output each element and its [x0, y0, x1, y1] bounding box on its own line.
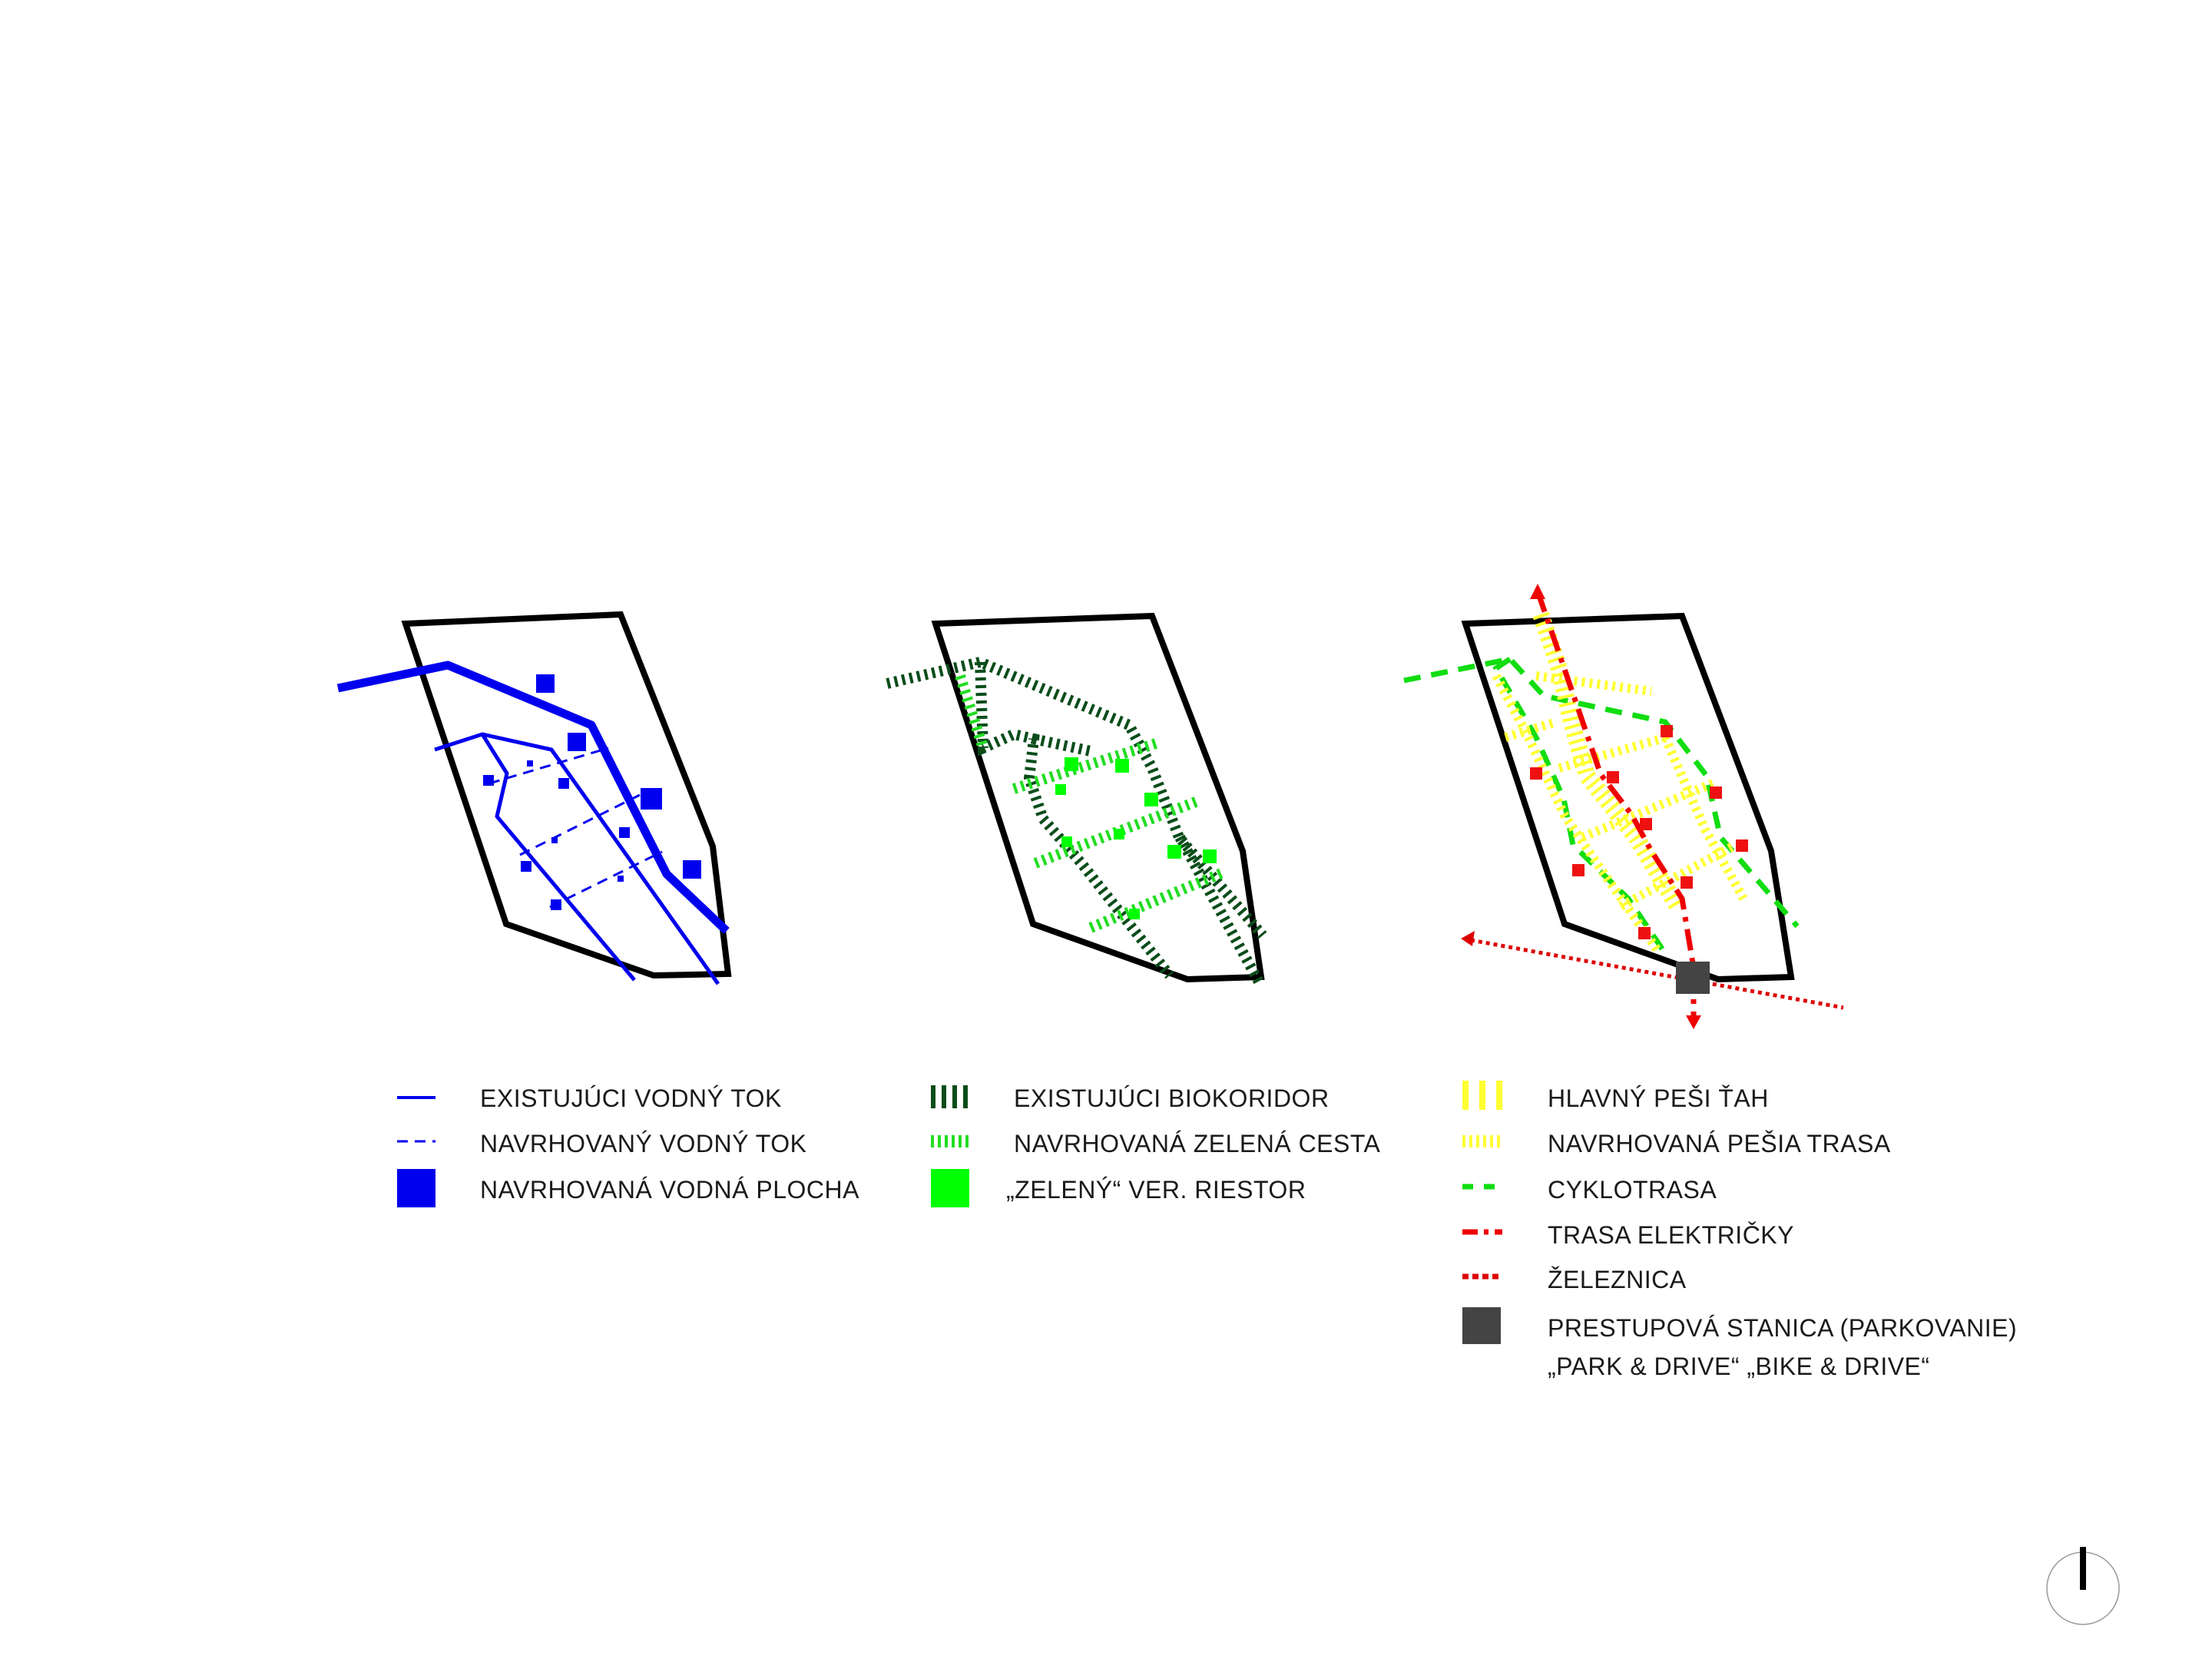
- railway-arrow-west: [1461, 931, 1475, 946]
- legend-label: HLAVNÝ PEŠI ŤAH: [1548, 1084, 1769, 1112]
- existing-stream-east: [482, 732, 720, 985]
- existing-main-stream: [336, 661, 730, 934]
- legend-label: PRESTUPOVÁ STANICA (PARKOVANIE): [1548, 1314, 2017, 1342]
- proposed-stream-1: [488, 747, 609, 785]
- water-body: [618, 876, 624, 882]
- site-boundary-transport: [1461, 612, 1795, 983]
- water-body: [641, 788, 662, 810]
- legend-label: EXISTUJÚCI VODNÝ TOK: [480, 1084, 782, 1112]
- green-space: [1055, 784, 1066, 795]
- tram-arrow-north: [1530, 584, 1545, 599]
- legend-symbol-square-dark: [1462, 1307, 1501, 1344]
- legend-label: NAVRHOVANÁ PEŠIA TRASA: [1548, 1130, 1891, 1157]
- water-body: [551, 837, 558, 843]
- point: [1530, 767, 1542, 780]
- legend-symbol-square: [397, 1169, 435, 1207]
- water-body: [683, 860, 701, 879]
- green-space: [1065, 757, 1078, 771]
- point: [1638, 927, 1651, 939]
- proposed-pedestrian-routes: [1492, 671, 1748, 955]
- legend-label: NAVRHOVANÝ VODNÝ TOK: [480, 1130, 807, 1157]
- water-body: [483, 775, 494, 786]
- point: [1710, 786, 1722, 799]
- proposed-green-paths: [955, 674, 1224, 933]
- green-space: [1167, 845, 1181, 859]
- site-boundary-water: [401, 611, 732, 979]
- legend-symbol-square: [931, 1169, 969, 1207]
- green-space: [1203, 849, 1217, 863]
- point: [1661, 725, 1673, 737]
- north-arrow-icon: [2046, 1547, 2120, 1625]
- legend-label: ŽELEZNICA: [1548, 1266, 1687, 1293]
- point: [1681, 876, 1693, 889]
- green-space: [1144, 793, 1158, 806]
- water-body: [619, 827, 630, 838]
- green-space: [1061, 836, 1072, 847]
- transfer-station: [1676, 962, 1710, 994]
- point: [1736, 839, 1748, 852]
- legend-transport: HLAVNÝ PEŠI ŤAH NAVRHOVANÁ PEŠIA TRASA C…: [1462, 1081, 2017, 1380]
- transport-map: [1403, 584, 1844, 1029]
- legend-green: EXISTUJÚCI BIOKORIDOR NAVRHOVANÁ ZELENÁ …: [931, 1084, 1381, 1207]
- water-bodies: [483, 674, 701, 910]
- tram-line: [1535, 590, 1697, 1018]
- legend-label: NAVRHOVANÁ ZELENÁ CESTA: [1014, 1130, 1381, 1157]
- legend-label: NAVRHOVANÁ VODNÁ PLOCHA: [480, 1176, 859, 1204]
- point: [1572, 864, 1584, 876]
- water-body: [536, 674, 555, 693]
- green-spaces: [1055, 757, 1217, 919]
- cycle-route: [1403, 656, 1800, 957]
- green-map: [886, 612, 1267, 986]
- point: [1607, 771, 1619, 783]
- point: [1640, 818, 1652, 830]
- tram-arrow-south: [1686, 1015, 1701, 1029]
- legend-water: EXISTUJÚCI VODNÝ TOK NAVRHOVANÝ VODNÝ TO…: [397, 1084, 859, 1207]
- legend-label: „ZELENÝ“ VER. RIESTOR: [1006, 1176, 1306, 1204]
- water-body: [551, 899, 561, 910]
- existing-stream-west: [434, 732, 636, 982]
- water-body: [527, 760, 533, 767]
- legend-label: EXISTUJÚCI BIOKORIDOR: [1014, 1084, 1330, 1112]
- existing-biocorridor: [886, 656, 1267, 986]
- water-map: [336, 611, 732, 985]
- legend-label-secondary: „PARK & DRIVE“ „BIKE & DRIVE“: [1548, 1353, 1930, 1380]
- green-space: [1114, 829, 1124, 839]
- green-space: [1129, 909, 1140, 919]
- proposed-stream-3: [549, 850, 663, 909]
- green-space: [1115, 759, 1129, 773]
- proposed-stream-2: [519, 793, 641, 856]
- water-body: [568, 733, 586, 751]
- legend-label: TRASA ELEKTRIČKY: [1548, 1221, 1794, 1249]
- transport-points: [1530, 725, 1748, 939]
- water-body: [521, 861, 531, 872]
- water-body: [558, 778, 569, 789]
- legend-label: CYKLOTRASA: [1548, 1176, 1717, 1204]
- railway-line: [1470, 938, 1844, 1010]
- main-pedestrian-axis: [1532, 611, 1685, 911]
